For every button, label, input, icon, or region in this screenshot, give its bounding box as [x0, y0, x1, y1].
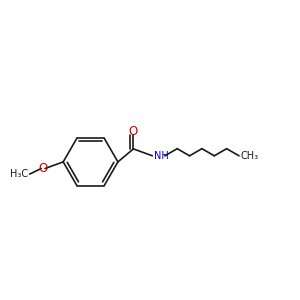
- Text: O: O: [38, 162, 48, 175]
- Text: CH₃: CH₃: [241, 151, 259, 161]
- Text: H₃C: H₃C: [11, 169, 28, 179]
- Text: O: O: [129, 124, 138, 138]
- Text: NH: NH: [154, 151, 169, 161]
